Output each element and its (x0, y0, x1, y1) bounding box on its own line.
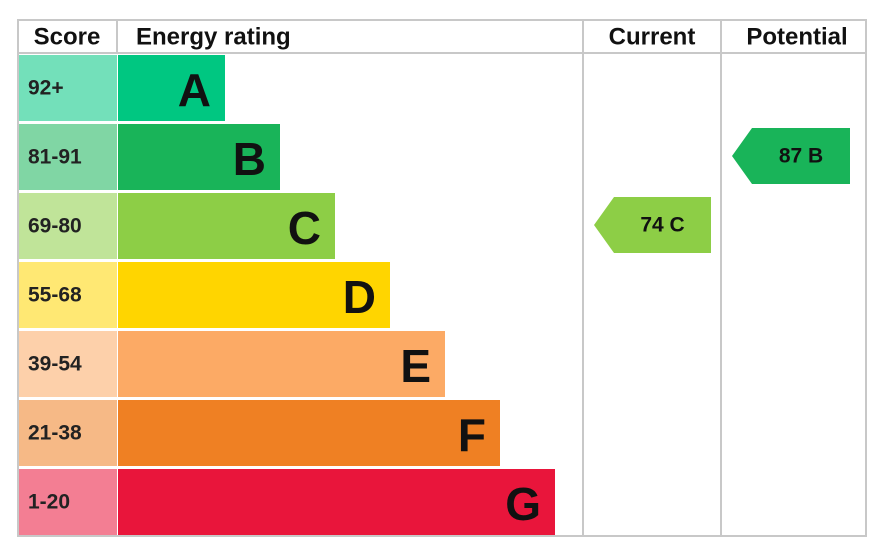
score-range: 92+ (28, 77, 64, 100)
score-tint (19, 400, 117, 466)
score-range: 39-54 (28, 353, 82, 376)
score-range: 69-80 (28, 215, 82, 238)
header-score: Score (34, 24, 101, 51)
rating-bar (118, 331, 445, 397)
rating-letter: F (458, 409, 486, 461)
score-cell (19, 469, 117, 535)
potential-label: 87 B (779, 145, 823, 168)
score-range: 1-20 (28, 491, 70, 514)
rating-bar (118, 193, 335, 259)
rating-letter: C (288, 202, 321, 254)
score-tint (19, 193, 117, 259)
rating-bar (118, 55, 225, 121)
rating-letter: A (178, 64, 211, 116)
rating-letter: D (343, 271, 376, 323)
rating-letter: E (400, 340, 431, 392)
score-cell (19, 124, 117, 190)
score-cell (19, 262, 117, 328)
score-cell (19, 400, 117, 466)
rating-bar (118, 469, 555, 535)
score-range: 81-91 (28, 146, 82, 169)
score-tint (19, 262, 117, 328)
score-tint (19, 124, 117, 190)
current-label: 74 C (640, 214, 684, 237)
score-cell (19, 193, 117, 259)
rating-letter: G (505, 478, 541, 530)
score-tint (19, 469, 117, 535)
score-range: 21-38 (28, 422, 82, 445)
rating-bar (118, 400, 500, 466)
rating-bar (118, 124, 280, 190)
header-energy-rating: Energy rating (136, 24, 291, 51)
score-tint (19, 55, 117, 121)
rating-bar (118, 262, 390, 328)
current-arrow (594, 197, 711, 253)
potential-arrow (732, 128, 850, 184)
header-current: Current (609, 24, 696, 51)
score-cell (19, 331, 117, 397)
score-cell (19, 55, 117, 121)
header-potential: Potential (746, 24, 847, 51)
score-tint (19, 331, 117, 397)
score-range: 55-68 (28, 284, 82, 307)
rating-letter: B (233, 133, 266, 185)
